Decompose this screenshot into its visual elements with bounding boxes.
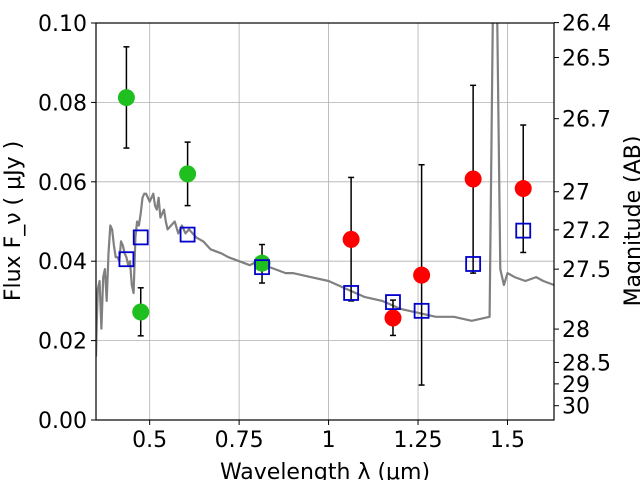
model-point bbox=[132, 229, 149, 246]
y-axis: 0.00 0.02 0.04 0.06 0.08 0.10 bbox=[38, 12, 96, 434]
model-point bbox=[179, 226, 196, 243]
data-point bbox=[179, 165, 197, 183]
model-point bbox=[254, 259, 270, 276]
model-point bbox=[385, 294, 401, 310]
model-point bbox=[118, 251, 135, 268]
data-point bbox=[253, 254, 271, 272]
errorbar-layer bbox=[123, 46, 527, 386]
y-tick-label: 0.02 bbox=[38, 330, 87, 355]
x-tick-label: 1 bbox=[322, 428, 336, 453]
magnitude-tick-label: 27 bbox=[562, 181, 590, 206]
y-tick-label: 0.04 bbox=[38, 250, 87, 275]
plot-frame bbox=[95, 22, 555, 421]
x-tick-label: 1.5 bbox=[490, 428, 525, 453]
x-axis: 0.5 0.75 1 1.25 1.5 bbox=[132, 420, 525, 453]
y-tick-label: 0.06 bbox=[38, 171, 87, 196]
y-axis-label: Flux F_ν ( μJy ) bbox=[1, 141, 26, 301]
magnitude-tick-label: 30 bbox=[562, 395, 590, 420]
data-point bbox=[514, 180, 532, 198]
model-point bbox=[413, 302, 430, 319]
y-tick-label: 0.10 bbox=[38, 12, 87, 37]
model-point bbox=[343, 285, 360, 301]
magnitude-tick-label: 26.5 bbox=[562, 47, 611, 72]
x-tick-label: 0.75 bbox=[215, 428, 264, 453]
model-layer bbox=[118, 222, 532, 319]
magnitude-tick-label: 29 bbox=[562, 373, 590, 398]
y-tick-label: 0.00 bbox=[38, 409, 87, 434]
x-axis-label: Wavelength λ (μm) bbox=[220, 460, 430, 480]
y-tick-label: 0.08 bbox=[38, 91, 87, 116]
magnitude-tick-label: 26.7 bbox=[562, 108, 611, 133]
magnitude-tick-label: 28 bbox=[562, 318, 590, 343]
magnitude-tick-label: 27.2 bbox=[562, 219, 611, 244]
sed-layer bbox=[96, 23, 554, 357]
magnitude-tick-label: 27.5 bbox=[562, 258, 611, 283]
data-point bbox=[342, 230, 360, 248]
x-tick-label: 1.25 bbox=[394, 428, 443, 453]
data-point bbox=[132, 303, 150, 321]
data-point bbox=[117, 89, 135, 107]
magnitude-tick-label: 26.4 bbox=[562, 12, 611, 37]
magnitude-tick-label: 28.5 bbox=[562, 351, 611, 376]
model-point bbox=[465, 256, 482, 272]
points-layer bbox=[117, 89, 532, 327]
model-point bbox=[515, 222, 532, 239]
data-point bbox=[464, 170, 482, 188]
x-tick-label: 0.5 bbox=[132, 428, 167, 453]
data-point bbox=[384, 309, 402, 327]
data-point bbox=[413, 266, 431, 284]
sed-curve bbox=[96, 23, 554, 357]
y-axis-label-right: Magnitude (AB) bbox=[621, 136, 640, 307]
